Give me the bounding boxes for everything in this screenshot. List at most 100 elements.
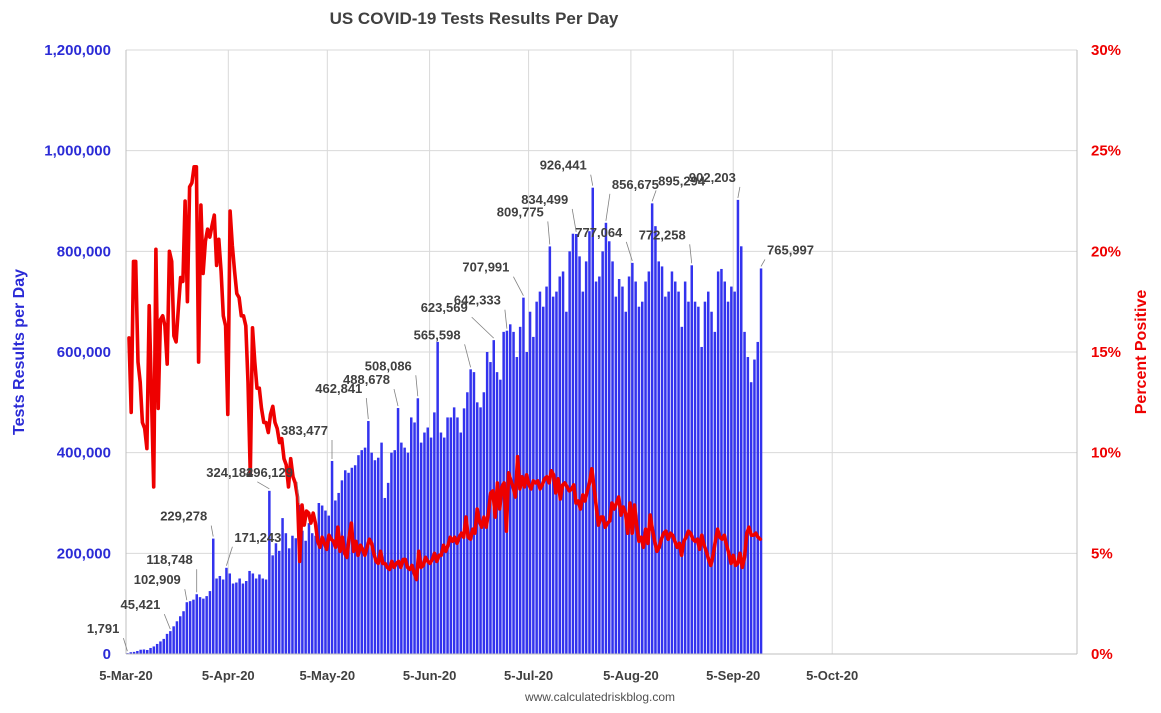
bar bbox=[231, 583, 235, 654]
bar bbox=[202, 598, 205, 654]
annotation-leader bbox=[471, 316, 494, 339]
bar bbox=[631, 262, 634, 654]
annotation-leader bbox=[571, 208, 577, 233]
bar bbox=[149, 647, 152, 654]
annotation-leader bbox=[625, 241, 633, 261]
bar bbox=[228, 573, 231, 654]
right-tick-label: 15% bbox=[1091, 344, 1121, 361]
right-tick-label: 20% bbox=[1091, 243, 1121, 260]
bar bbox=[284, 533, 288, 654]
bar bbox=[753, 359, 756, 654]
bar bbox=[419, 442, 423, 654]
bar bbox=[225, 567, 228, 654]
bar bbox=[317, 503, 321, 654]
bar bbox=[235, 582, 238, 654]
bar bbox=[383, 497, 387, 654]
bar bbox=[205, 596, 208, 654]
x-tick-label: 5-Mar-20 bbox=[99, 668, 152, 683]
bar-annotation-label: 772,258 bbox=[639, 227, 686, 242]
bar bbox=[736, 199, 740, 654]
bar bbox=[179, 616, 182, 654]
bar-annotation-label: 1,791 bbox=[87, 621, 120, 636]
right-axis-label: Percent Positive bbox=[1133, 290, 1150, 415]
bar bbox=[261, 578, 264, 654]
bar-annotation-label: 565,598 bbox=[414, 327, 461, 342]
bar bbox=[198, 597, 202, 654]
annotation-leader bbox=[184, 589, 188, 601]
bar bbox=[410, 417, 413, 654]
bar bbox=[390, 452, 393, 654]
bar bbox=[413, 422, 416, 654]
bar-annotation-label: 623,569 bbox=[421, 300, 468, 315]
bar bbox=[380, 442, 383, 654]
bar bbox=[749, 382, 753, 654]
bar bbox=[218, 575, 222, 654]
annotation-leader bbox=[365, 397, 369, 420]
right-tick-label: 0% bbox=[1091, 646, 1113, 663]
bar bbox=[654, 226, 657, 654]
bar bbox=[472, 372, 476, 654]
bar bbox=[314, 535, 317, 654]
bar bbox=[693, 301, 697, 654]
axes: 0 0% 200,000 5% 400,000 10% 600,000 15% 800,000 2… bbox=[44, 42, 1121, 683]
bar bbox=[677, 291, 680, 654]
percent-positive-line bbox=[127, 165, 763, 582]
bar bbox=[347, 472, 350, 654]
bar bbox=[568, 251, 571, 655]
bar-annotation-label: 895,294 bbox=[658, 173, 706, 188]
bar bbox=[641, 301, 644, 654]
bar bbox=[192, 599, 195, 654]
bar bbox=[297, 504, 301, 654]
bar-annotation-label: 102,909 bbox=[134, 572, 181, 587]
bar bbox=[650, 203, 654, 654]
bar-annotation-label: 926,441 bbox=[540, 158, 587, 173]
bar bbox=[716, 271, 720, 654]
bar bbox=[439, 432, 443, 654]
bar bbox=[307, 523, 311, 654]
bar bbox=[469, 369, 472, 654]
left-tick-label: 200,000 bbox=[57, 545, 111, 562]
bar bbox=[558, 276, 561, 654]
bar bbox=[667, 291, 670, 654]
bar bbox=[627, 276, 631, 654]
x-tick-label: 5-Jul-20 bbox=[504, 668, 553, 683]
bar bbox=[429, 437, 433, 654]
bar bbox=[670, 271, 674, 654]
bar bbox=[251, 573, 255, 654]
bar bbox=[301, 530, 304, 654]
bar bbox=[241, 583, 245, 654]
right-tick-label: 30% bbox=[1091, 42, 1121, 59]
bar bbox=[561, 271, 565, 654]
bar bbox=[169, 631, 172, 654]
bar bbox=[416, 398, 420, 654]
bar-annotation-label: 171,243 bbox=[234, 530, 281, 545]
bar bbox=[139, 649, 142, 654]
bar bbox=[545, 286, 548, 654]
bar bbox=[304, 540, 307, 654]
bar bbox=[426, 427, 429, 654]
bar bbox=[188, 601, 192, 654]
bar bbox=[155, 643, 159, 654]
bar bbox=[353, 465, 357, 654]
bar-annotation-label: 229,278 bbox=[160, 509, 207, 524]
bar-annotation-label: 834,499 bbox=[521, 192, 568, 207]
bar bbox=[215, 578, 218, 654]
bar bbox=[132, 651, 136, 654]
bar bbox=[703, 301, 707, 654]
x-tick-label: 5-Oct-20 bbox=[806, 668, 858, 683]
bar bbox=[584, 261, 588, 654]
bar bbox=[195, 594, 198, 654]
bar bbox=[446, 417, 449, 654]
bar bbox=[294, 538, 297, 654]
bar bbox=[538, 291, 542, 654]
bar bbox=[591, 187, 594, 655]
annotation-leader bbox=[226, 546, 233, 566]
annotation-leader bbox=[464, 344, 471, 368]
bar bbox=[637, 306, 641, 654]
chart-title: US COVID-19 Tests Results Per Day bbox=[330, 9, 619, 28]
bar bbox=[476, 402, 479, 654]
bar-annotation-label: 45,421 bbox=[121, 597, 161, 612]
bar bbox=[515, 357, 519, 654]
bar bbox=[710, 311, 713, 654]
